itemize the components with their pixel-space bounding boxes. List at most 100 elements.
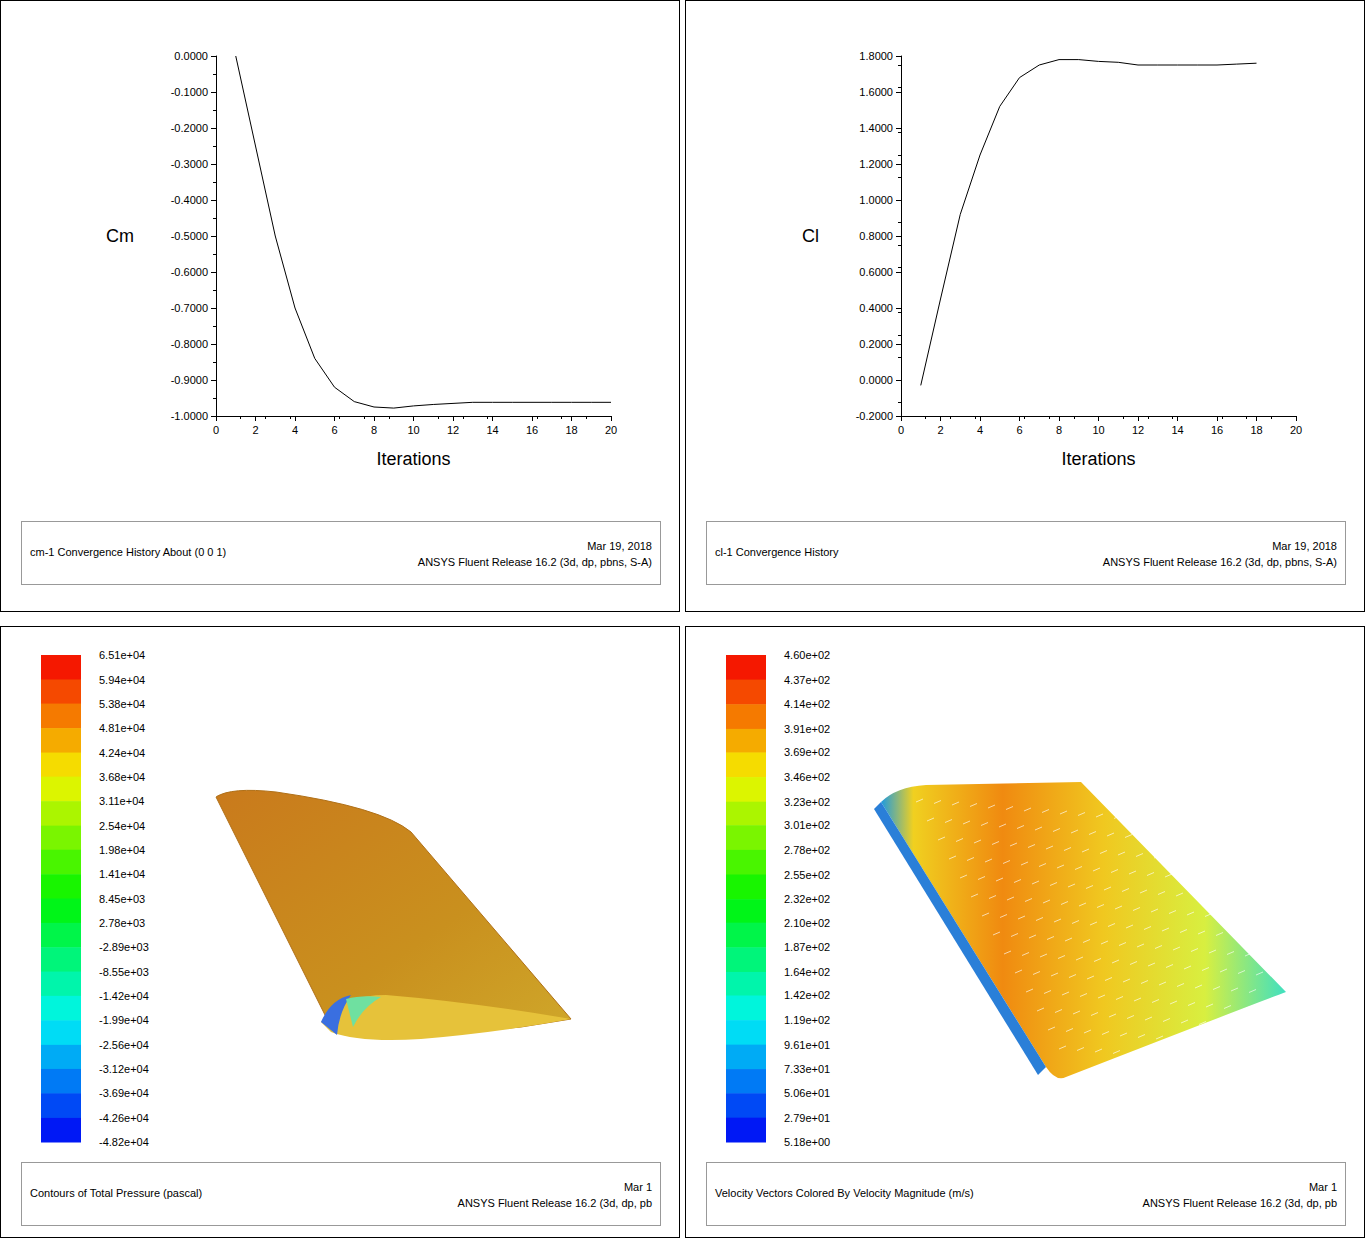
svg-text:Cm: Cm	[106, 226, 134, 246]
svg-text:14: 14	[486, 424, 498, 436]
svg-text:1.0000: 1.0000	[859, 194, 893, 206]
html-text:Mar 1: Mar 1	[623, 1181, 652, 1193]
svg-text:2: 2	[252, 424, 258, 436]
svg-text:-8.55e+03: -8.55e+03	[99, 966, 149, 978]
svg-text:1.19e+02: 1.19e+02	[784, 1014, 830, 1026]
svg-text:1.87e+02: 1.87e+02	[784, 941, 830, 953]
svg-text:3.01e+02: 3.01e+02	[784, 819, 830, 831]
svg-text:2.78e+02: 2.78e+02	[784, 844, 830, 856]
svg-text:-0.8000: -0.8000	[171, 338, 208, 350]
svg-text:1.2000: 1.2000	[859, 158, 893, 170]
svg-text:6: 6	[331, 424, 337, 436]
svg-text:-0.6000: -0.6000	[171, 266, 208, 278]
svg-text:0.8000: 0.8000	[859, 230, 893, 242]
html-text:ANSYS Fluent Release 16.2 (3d,: ANSYS Fluent Release 16.2 (3d, dp, pbns,…	[1102, 556, 1337, 568]
svg-text:Iterations: Iterations	[376, 449, 450, 469]
svg-text:4: 4	[292, 424, 298, 436]
svg-text:-1.42e+04: -1.42e+04	[99, 990, 149, 1002]
svg-text:0.0000: 0.0000	[174, 50, 208, 62]
svg-text:5.94e+04: 5.94e+04	[99, 674, 145, 686]
svg-text:0.4000: 0.4000	[859, 302, 893, 314]
html-text:Mar 19, 2018: Mar 19, 2018	[587, 540, 652, 552]
svg-text:8: 8	[371, 424, 377, 436]
svg-text:10: 10	[407, 424, 419, 436]
svg-text:0.6000: 0.6000	[859, 266, 893, 278]
svg-text:1.41e+04: 1.41e+04	[99, 868, 145, 880]
svg-text:4.14e+02: 4.14e+02	[784, 698, 830, 710]
svg-text:1.6000: 1.6000	[859, 86, 893, 98]
svg-text:4: 4	[977, 424, 983, 436]
svg-text:-0.7000: -0.7000	[171, 302, 208, 314]
svg-text:3.68e+04: 3.68e+04	[99, 771, 145, 783]
svg-text:5.06e+01: 5.06e+01	[784, 1087, 830, 1099]
svg-text:4.60e+02: 4.60e+02	[784, 649, 830, 661]
svg-text:4.24e+04: 4.24e+04	[99, 747, 145, 759]
svg-text:2.79e+01: 2.79e+01	[784, 1112, 830, 1124]
svg-text:1.4000: 1.4000	[859, 122, 893, 134]
svg-text:2.54e+04: 2.54e+04	[99, 820, 145, 832]
svg-text:3.23e+02: 3.23e+02	[784, 796, 830, 808]
svg-text:16: 16	[526, 424, 538, 436]
svg-text:1.42e+02: 1.42e+02	[784, 989, 830, 1001]
svg-text:14: 14	[1171, 424, 1183, 436]
svg-text:0: 0	[898, 424, 904, 436]
svg-text:8: 8	[1056, 424, 1062, 436]
svg-text:2.78e+03: 2.78e+03	[99, 917, 145, 929]
svg-text:2.32e+02: 2.32e+02	[784, 893, 830, 905]
svg-text:1.64e+02: 1.64e+02	[784, 966, 830, 978]
svg-text:2.10e+02: 2.10e+02	[784, 917, 830, 929]
svg-text:3.69e+02: 3.69e+02	[784, 746, 830, 758]
html-text:Mar 19, 2018: Mar 19, 2018	[1272, 540, 1337, 552]
svg-text:16: 16	[1211, 424, 1223, 436]
svg-text:5.18e+00: 5.18e+00	[784, 1136, 830, 1148]
svg-text:-2.89e+03: -2.89e+03	[99, 941, 149, 953]
svg-text:1.8000: 1.8000	[859, 50, 893, 62]
html-text:Contours of Total Pressure (pa: Contours of Total Pressure (pascal)	[30, 1187, 203, 1199]
svg-text:5.38e+04: 5.38e+04	[99, 698, 145, 710]
svg-text:3.91e+02: 3.91e+02	[784, 723, 830, 735]
svg-text:8.45e+03: 8.45e+03	[99, 893, 145, 905]
svg-text:-0.4000: -0.4000	[171, 194, 208, 206]
html-text:cl-1 Convergence History: cl-1 Convergence History	[715, 546, 839, 558]
svg-text:-0.2000: -0.2000	[171, 122, 208, 134]
svg-text:12: 12	[1132, 424, 1144, 436]
svg-text:0.0000: 0.0000	[859, 374, 893, 386]
svg-text:2: 2	[937, 424, 943, 436]
svg-text:-2.56e+04: -2.56e+04	[99, 1039, 149, 1051]
svg-text:3.11e+04: 3.11e+04	[99, 795, 144, 807]
svg-text:-4.26e+04: -4.26e+04	[99, 1112, 149, 1124]
svg-text:20: 20	[1290, 424, 1302, 436]
svg-text:18: 18	[1250, 424, 1262, 436]
svg-text:Cl: Cl	[802, 226, 819, 246]
svg-text:2.55e+02: 2.55e+02	[784, 869, 830, 881]
html-text:Velocity Vectors Colored By Ve: Velocity Vectors Colored By Velocity Mag…	[715, 1187, 974, 1199]
svg-text:3.46e+02: 3.46e+02	[784, 771, 830, 783]
svg-text:20: 20	[605, 424, 617, 436]
svg-text:7.33e+01: 7.33e+01	[784, 1063, 830, 1075]
svg-text:-0.9000: -0.9000	[171, 374, 208, 386]
svg-text:-0.1000: -0.1000	[171, 86, 208, 98]
svg-text:9.61e+01: 9.61e+01	[784, 1039, 830, 1051]
svg-text:12: 12	[447, 424, 459, 436]
svg-text:1.98e+04: 1.98e+04	[99, 844, 145, 856]
svg-text:-1.99e+04: -1.99e+04	[99, 1014, 149, 1026]
svg-text:0.2000: 0.2000	[859, 338, 893, 350]
svg-text:18: 18	[565, 424, 577, 436]
svg-text:10: 10	[1092, 424, 1104, 436]
html-text:ANSYS Fluent Release 16.2 (3d,: ANSYS Fluent Release 16.2 (3d, dp, pb	[457, 1197, 652, 1209]
svg-text:-1.0000: -1.0000	[171, 410, 208, 422]
svg-text:-4.82e+04: -4.82e+04	[99, 1136, 149, 1148]
svg-text:Iterations: Iterations	[1061, 449, 1135, 469]
html-text:cm-1 Convergence History About: cm-1 Convergence History About (0 0 1)	[30, 546, 227, 558]
svg-text:-0.2000: -0.2000	[856, 410, 893, 422]
svg-text:-3.69e+04: -3.69e+04	[99, 1087, 149, 1099]
svg-text:4.81e+04: 4.81e+04	[99, 722, 145, 734]
html-text:ANSYS Fluent Release 16.2 (3d,: ANSYS Fluent Release 16.2 (3d, dp, pbns,…	[417, 556, 652, 568]
svg-text:0: 0	[213, 424, 219, 436]
svg-text:-0.3000: -0.3000	[171, 158, 208, 170]
svg-text:6.51e+04: 6.51e+04	[99, 649, 145, 661]
svg-text:6: 6	[1016, 424, 1022, 436]
svg-text:4.37e+02: 4.37e+02	[784, 674, 830, 686]
svg-text:-3.12e+04: -3.12e+04	[99, 1063, 149, 1075]
svg-text:-0.5000: -0.5000	[171, 230, 208, 242]
